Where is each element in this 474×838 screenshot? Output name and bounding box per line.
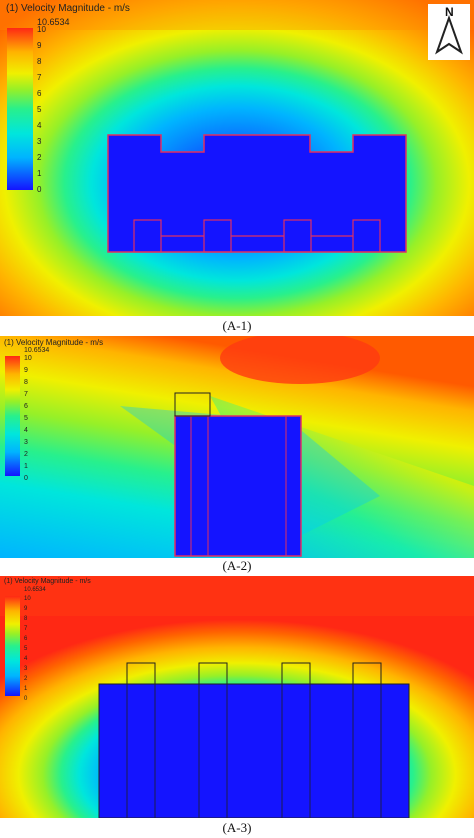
colorbar: [7, 28, 33, 190]
compass-label: N: [445, 5, 454, 19]
balcony-2: [198, 662, 228, 685]
legend-title-a1: (1) Velocity Magnitude - m/s: [6, 3, 130, 14]
tick-label: 8: [24, 379, 28, 386]
panel-a3: (1) Velocity Magnitude - m/s 10.6534 10 …: [0, 576, 474, 818]
tick-label: 10: [24, 355, 32, 362]
tick-label: 7: [37, 73, 42, 82]
tick-label: 1: [24, 463, 28, 470]
contour-plot-a1: [0, 0, 474, 316]
panel-a1: (1) Velocity Magnitude - m/s 10.6534 10 …: [0, 0, 474, 316]
tick-label: 7: [24, 626, 28, 632]
balcony-1: [126, 662, 156, 685]
tick-label: 2: [24, 451, 28, 458]
tick-label: 9: [37, 41, 42, 50]
compass-box: [428, 4, 470, 60]
north-arrow-icon: [435, 14, 463, 55]
tick-label: 6: [37, 89, 42, 98]
tick-label: 4: [24, 656, 28, 662]
balcony-top: [174, 392, 211, 417]
caption-a2: (A-2): [222, 558, 252, 573]
tick-label: 8: [24, 616, 28, 622]
panel-a2: (1) Velocity Magnitude - m/s 10.6534 10 …: [0, 336, 474, 558]
tick-label: 4: [24, 427, 28, 434]
legend-max-a2: 10.6534: [24, 347, 50, 354]
legend-title-a3: (1) Velocity Magnitude - m/s: [4, 578, 91, 585]
tick-label: 3: [24, 666, 28, 672]
legend-title-a2: (1) Velocity Magnitude - m/s: [4, 338, 104, 347]
tick-label: 1: [37, 169, 42, 178]
balcony-4: [352, 662, 382, 685]
tick-label: 4: [37, 121, 42, 130]
tick-label: 9: [24, 606, 28, 612]
colorbar: [5, 596, 20, 696]
tick-label: 0: [24, 475, 28, 482]
contour-plot-a2: [0, 336, 474, 558]
tick-label: 0: [37, 185, 42, 194]
tick-label: 5: [37, 105, 42, 114]
tick-label: 6: [24, 403, 28, 410]
colorbar: [5, 356, 20, 476]
caption-a1: (A-1): [222, 318, 252, 333]
tick-label: 8: [37, 57, 42, 66]
building-outline: [174, 415, 302, 557]
tick-label: 6: [24, 636, 28, 642]
tick-label: 7: [24, 391, 28, 398]
tick-label: 2: [37, 153, 42, 162]
tick-label: 10: [37, 25, 46, 34]
tick-label: 10: [24, 596, 31, 602]
tick-label: 5: [24, 415, 28, 422]
tick-label: 5: [24, 646, 28, 652]
tick-label: 0: [24, 696, 28, 702]
tick-label: 9: [24, 367, 28, 374]
balcony-3: [281, 662, 311, 685]
legend-max-a3: 10.6534: [24, 587, 46, 593]
tick-label: 3: [24, 439, 28, 446]
caption-a3: (A-3): [222, 820, 252, 835]
contour-plot-a3: [0, 576, 474, 818]
tick-label: 3: [37, 137, 42, 146]
tick-label: 1: [24, 686, 28, 692]
building-outline: [107, 134, 407, 253]
building-outline: [98, 683, 410, 818]
legend-max-a1: 10.6534: [37, 17, 70, 27]
tick-label: 2: [24, 676, 28, 682]
